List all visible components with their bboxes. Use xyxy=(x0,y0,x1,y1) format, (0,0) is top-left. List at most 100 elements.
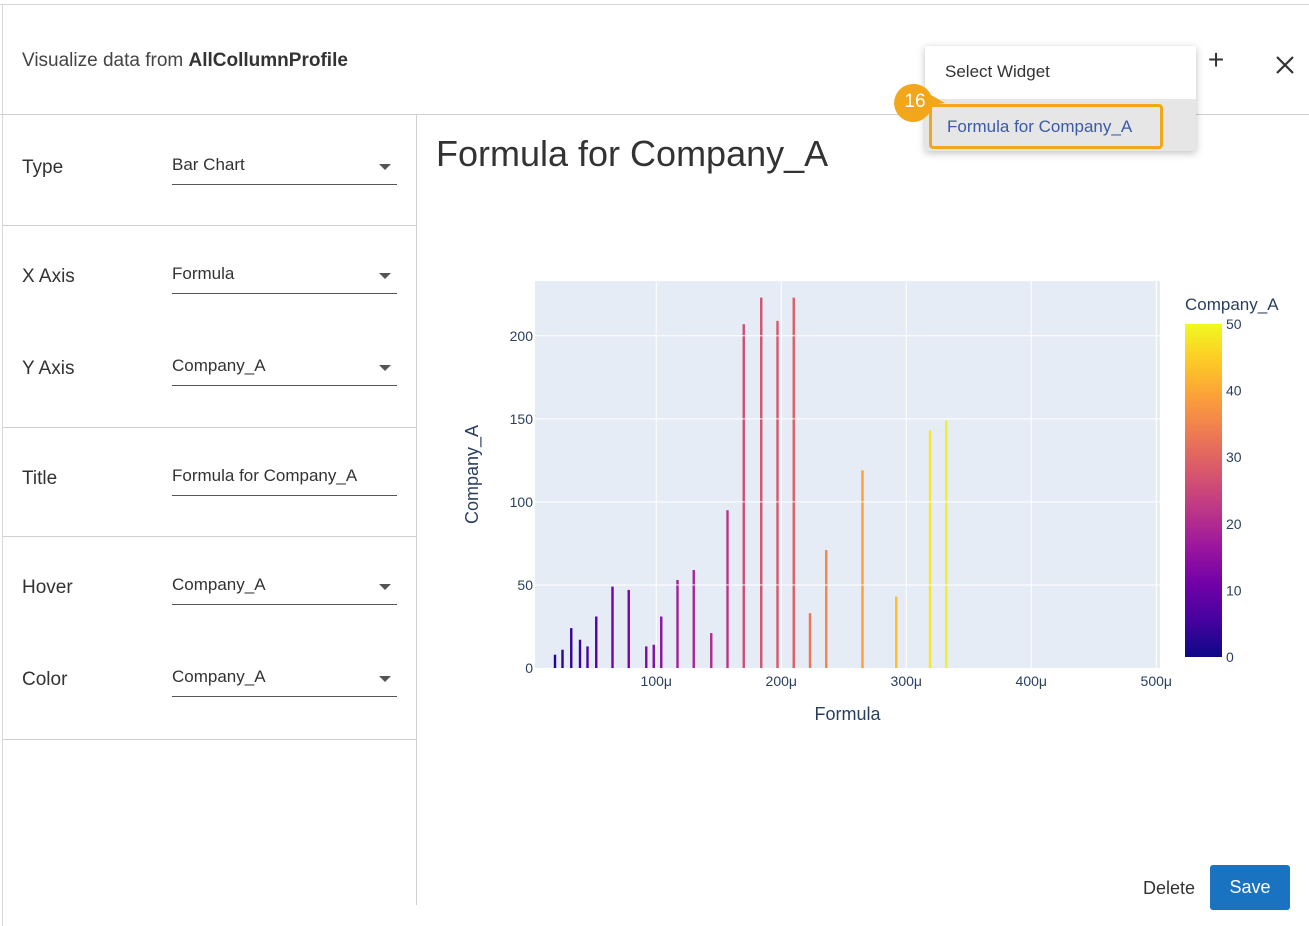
axis-section: X Axis Formula Y Axis Company_A xyxy=(3,226,417,428)
chevron-down-icon xyxy=(379,164,391,170)
bar xyxy=(652,644,655,668)
dialog-header: Visualize data from AllCollumnProfile + xyxy=(0,4,1309,115)
step-badge: 16 xyxy=(893,83,945,123)
x-axis-title: Formula xyxy=(814,704,881,724)
x-tick-label: 400μ xyxy=(1016,673,1047,689)
close-icon xyxy=(1276,56,1294,74)
x-tick-label: 500μ xyxy=(1141,673,1172,689)
title-label: Title xyxy=(22,468,58,489)
y-axis-value: Company_A xyxy=(172,356,266,375)
bar xyxy=(776,320,779,668)
bar xyxy=(561,649,564,668)
bar xyxy=(742,324,745,668)
delete-button[interactable]: Delete xyxy=(1142,878,1196,898)
color-row: Color Company_A xyxy=(3,659,417,699)
bar xyxy=(578,639,582,668)
x-tick-label: 300μ xyxy=(891,673,922,689)
hover-select[interactable]: Company_A xyxy=(172,567,397,605)
dialog-top-border xyxy=(0,4,1309,5)
bar xyxy=(825,550,828,668)
hover-value: Company_A xyxy=(172,575,266,594)
y-axis-title: Company_A xyxy=(462,425,483,524)
widget-option-formula[interactable]: Formula for Company_A xyxy=(929,104,1163,149)
colorbar-tick-label: 20 xyxy=(1226,516,1242,532)
add-widget-button[interactable]: + xyxy=(1207,44,1225,75)
bar xyxy=(726,510,729,668)
chevron-down-icon xyxy=(379,365,391,371)
title-row: Title Formula for Company_A xyxy=(3,458,417,498)
y-axis-select[interactable]: Company_A xyxy=(172,348,397,386)
x-tick-label: 200μ xyxy=(766,673,797,689)
x-axis-value: Formula xyxy=(172,264,235,283)
y-axis-label: Y Axis xyxy=(22,358,75,379)
colorbar-title: Company_A xyxy=(1185,295,1279,314)
bar xyxy=(553,654,557,668)
x-axis-label: X Axis xyxy=(22,266,75,287)
select-widget-dropdown: Select Widget Formula for Company_A xyxy=(925,46,1196,151)
bar xyxy=(692,570,695,668)
title-input[interactable]: Formula for Company_A xyxy=(172,458,397,496)
bar xyxy=(861,470,864,668)
x-axis-select[interactable]: Formula xyxy=(172,256,397,294)
plot-area xyxy=(535,281,1160,668)
y-tick-label: 100 xyxy=(510,494,534,510)
dialog-left-border xyxy=(2,4,3,926)
y-tick-label: 50 xyxy=(517,577,533,593)
colorbar xyxy=(1185,324,1222,657)
close-button[interactable] xyxy=(1272,52,1298,78)
colorbar-tick-label: 30 xyxy=(1226,449,1242,465)
save-button[interactable]: Save xyxy=(1210,865,1290,910)
step-number: 16 xyxy=(904,91,926,112)
color-value: Company_A xyxy=(172,667,266,686)
type-section: Type Bar Chart xyxy=(3,115,417,226)
colorbar-tick-label: 0 xyxy=(1226,649,1234,665)
title-value: Formula for Company_A xyxy=(172,466,358,485)
color-select[interactable]: Company_A xyxy=(172,659,397,697)
bar xyxy=(570,628,573,668)
dialog-title-prefix: Visualize data from xyxy=(22,50,189,71)
bar xyxy=(808,613,812,668)
bar xyxy=(611,586,614,668)
bar xyxy=(760,297,763,668)
bar xyxy=(945,420,948,668)
step-badge-icon xyxy=(894,83,945,122)
bar xyxy=(710,633,713,668)
x-axis-row: X Axis Formula xyxy=(3,256,417,296)
y-axis-row: Y Axis Company_A xyxy=(3,348,417,388)
y-tick-label: 0 xyxy=(525,660,533,676)
chevron-down-icon xyxy=(379,676,391,682)
bar xyxy=(792,297,795,668)
hover-row: Hover Company_A xyxy=(3,567,417,607)
bar xyxy=(645,646,648,668)
type-value: Bar Chart xyxy=(172,155,245,174)
colorbar-tick-label: 40 xyxy=(1226,383,1242,399)
bar xyxy=(595,616,598,668)
x-tick-label: 100μ xyxy=(641,673,672,689)
y-tick-label: 200 xyxy=(510,328,534,344)
hover-color-section: Hover Company_A Color Company_A xyxy=(3,537,417,740)
colorbar-tick-label: 50 xyxy=(1226,316,1242,332)
chevron-down-icon xyxy=(379,273,391,279)
dialog-title: Visualize data from AllCollumnProfile xyxy=(22,50,348,72)
bar xyxy=(586,646,589,668)
bar xyxy=(676,579,679,668)
colorbar-tick-label: 10 xyxy=(1226,582,1242,598)
bar xyxy=(660,616,663,668)
color-label: Color xyxy=(22,669,68,690)
type-label: Type xyxy=(22,157,64,178)
type-select[interactable]: Bar Chart xyxy=(172,147,397,185)
dialog-title-source: AllCollumnProfile xyxy=(188,50,348,71)
chevron-down-icon xyxy=(379,584,391,590)
type-row: Type Bar Chart xyxy=(3,147,417,187)
dropdown-header: Select Widget xyxy=(945,62,1050,81)
y-tick-label: 150 xyxy=(510,411,534,427)
hover-label: Hover xyxy=(22,577,73,598)
chart-title: Formula for Company_A xyxy=(436,133,829,174)
config-panel: Type Bar Chart X Axis Formula Y Axis Com… xyxy=(3,115,417,905)
bar xyxy=(928,430,932,668)
widget-option-label: Formula for Company_A xyxy=(947,117,1133,136)
bar xyxy=(627,589,630,668)
bar xyxy=(895,596,898,668)
